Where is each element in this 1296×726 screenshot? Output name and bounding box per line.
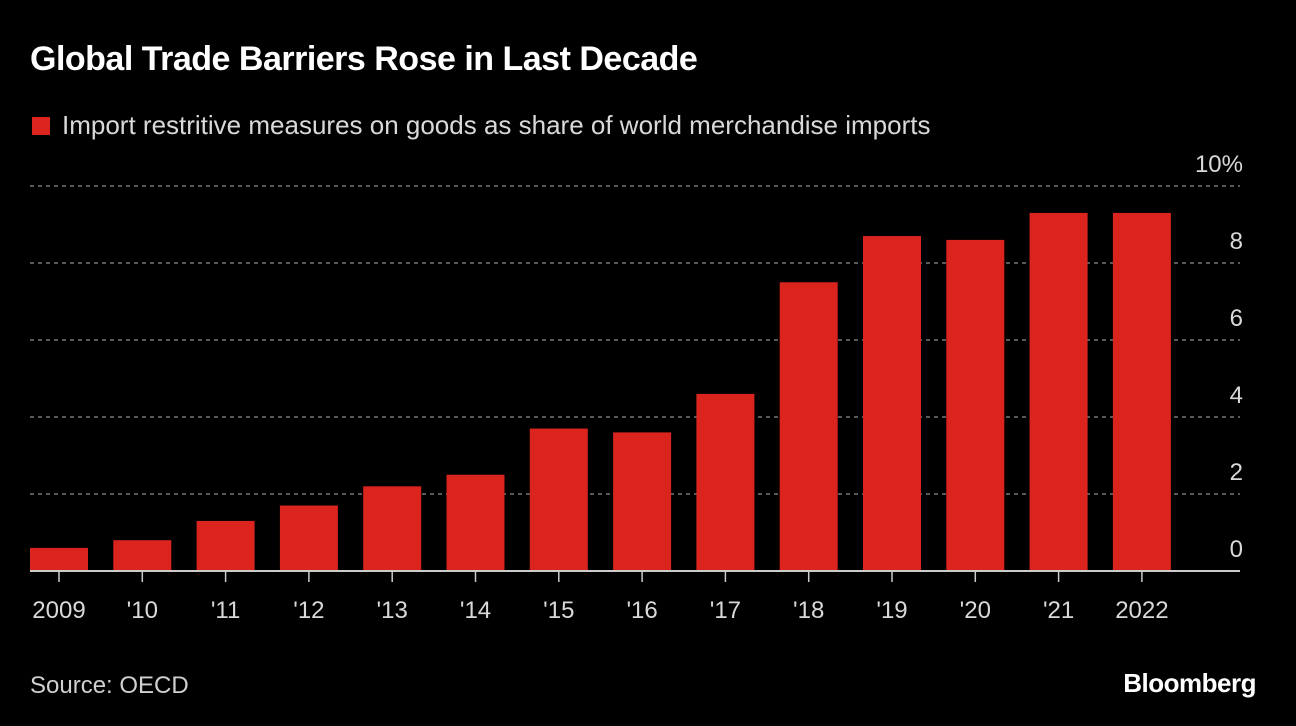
x-tick-label: '21 bbox=[1043, 597, 1074, 624]
x-tick-label: '18 bbox=[793, 597, 824, 624]
y-axis: 0 2 4 6 8 10% bbox=[1195, 151, 1243, 563]
bar bbox=[363, 486, 422, 571]
x-tick-label: 2022 bbox=[1115, 597, 1168, 624]
legend: Import restritive measures on goods as s… bbox=[32, 110, 930, 141]
bar bbox=[946, 239, 1005, 571]
x-tick-label: '16 bbox=[626, 597, 657, 624]
y-tick-label: 0 bbox=[1230, 536, 1243, 563]
y-tick-label: 4 bbox=[1230, 382, 1243, 409]
y-tick-label: 8 bbox=[1230, 228, 1243, 255]
bar bbox=[196, 520, 255, 571]
bar bbox=[279, 505, 338, 571]
x-tick-label: '15 bbox=[543, 597, 574, 624]
y-tick-label: 10% bbox=[1195, 151, 1243, 178]
bar bbox=[613, 432, 672, 571]
bar bbox=[1112, 212, 1171, 571]
x-tick-label: '12 bbox=[293, 597, 324, 624]
x-tick-label: '17 bbox=[710, 597, 741, 624]
bar bbox=[779, 282, 838, 571]
bar bbox=[1029, 212, 1088, 571]
x-tick-label: '13 bbox=[377, 597, 408, 624]
y-tick-label: 2 bbox=[1230, 459, 1243, 486]
bloomberg-logo: Bloomberg bbox=[1123, 668, 1256, 698]
bar bbox=[446, 474, 505, 571]
bar bbox=[863, 236, 921, 572]
bar bbox=[30, 547, 88, 571]
bars bbox=[30, 212, 1171, 572]
source-note: Source: OECD bbox=[30, 672, 189, 699]
bar bbox=[113, 540, 172, 571]
x-tick-label: '19 bbox=[876, 597, 907, 624]
x-tick-label: '20 bbox=[960, 597, 991, 624]
x-tick-label: '11 bbox=[211, 597, 241, 624]
y-tick-label: 6 bbox=[1230, 305, 1243, 332]
x-tick-label: 2009 bbox=[32, 597, 85, 624]
chart-title: Global Trade Barriers Rose in Last Decad… bbox=[30, 40, 698, 78]
bar bbox=[696, 393, 755, 571]
legend-label: Import restritive measures on goods as s… bbox=[62, 110, 931, 140]
bar bbox=[529, 428, 588, 571]
legend-swatch bbox=[32, 116, 50, 135]
x-tick-label: '14 bbox=[460, 597, 491, 624]
x-tick-label: '10 bbox=[127, 597, 158, 624]
x-axis: 2009 '10 '11 '12 '13 '14 '15 '16 '17 '18 '19 '20 '21… bbox=[30, 570, 1240, 624]
